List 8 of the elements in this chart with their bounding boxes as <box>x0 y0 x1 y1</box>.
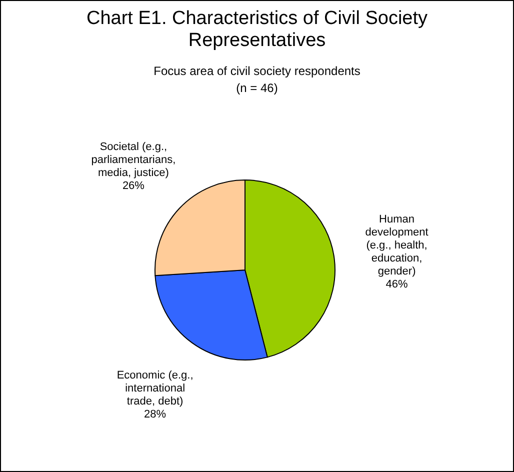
slice-label: Economic (e.g., international trade, debt) <box>116 369 194 408</box>
chart-title: Chart E1. Characteristics of Civil Society Representatives <box>86 8 428 51</box>
slice-label: Human development (e.g., health, education, gender) <box>365 213 428 278</box>
chart-subtitle: Focus area of civil society respondents (n = 46) <box>154 64 360 95</box>
data-label: 28% <box>144 408 166 420</box>
data-label: 46% <box>386 278 408 290</box>
data-label: 26% <box>122 180 145 192</box>
slice-label: Societal (e.g., parliamentarians, media, justice) <box>91 140 176 179</box>
